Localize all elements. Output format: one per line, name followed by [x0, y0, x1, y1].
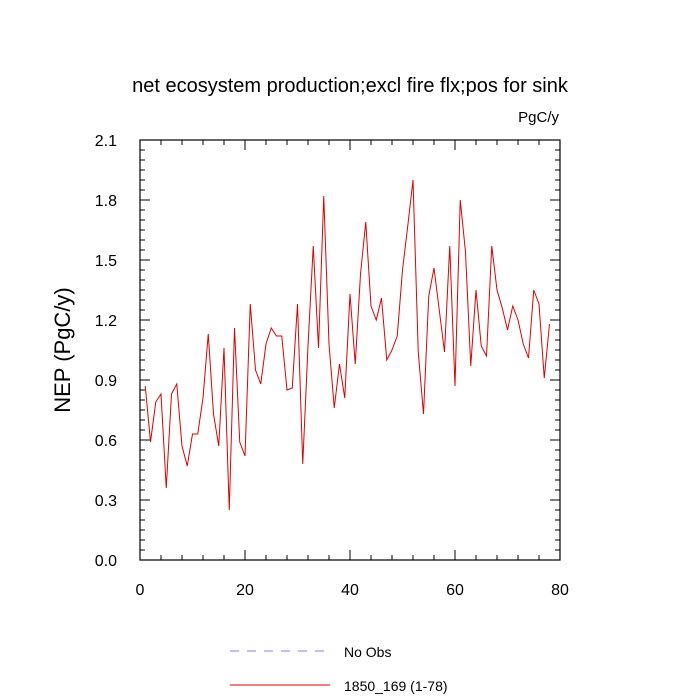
- y-tick-label: 2.1: [95, 133, 117, 150]
- minor-ticks: [140, 140, 560, 560]
- y-tick-label: 1.8: [95, 193, 117, 210]
- legend-label-1850-169: 1850_169 (1-78): [344, 678, 448, 694]
- y-axis: 0.0 0.3 0.6 0.9 1.2 1.5 1.8 2.1: [95, 133, 560, 570]
- x-tick-label: 20: [236, 582, 254, 599]
- x-tick-label: 0: [136, 582, 145, 599]
- x-tick-label: 80: [551, 582, 569, 599]
- chart-title: net ecosystem production;excl fire flx;p…: [132, 75, 569, 97]
- x-tick-label: 40: [341, 582, 359, 599]
- plot-frame: [139, 139, 561, 561]
- y-tick-label: 0.0: [95, 553, 117, 570]
- series-line-1850-169: [144, 179, 550, 511]
- units-label: PgC/y: [518, 109, 559, 126]
- legend-label-no-obs: No Obs: [344, 644, 391, 660]
- y-tick-label: 1.5: [95, 253, 117, 270]
- y-tick-label: 1.2: [95, 313, 117, 330]
- legend: No Obs 1850_169 (1-78): [230, 644, 448, 694]
- y-tick-label: 0.3: [95, 493, 117, 510]
- x-axis: 0 20 40 60 80: [136, 140, 569, 599]
- y-axis-label: NEP (PgC/y): [50, 287, 75, 413]
- x-tick-label: 60: [446, 582, 464, 599]
- y-tick-label: 0.6: [95, 433, 117, 450]
- series-layer: [144, 179, 550, 511]
- y-tick-label: 0.9: [95, 373, 117, 390]
